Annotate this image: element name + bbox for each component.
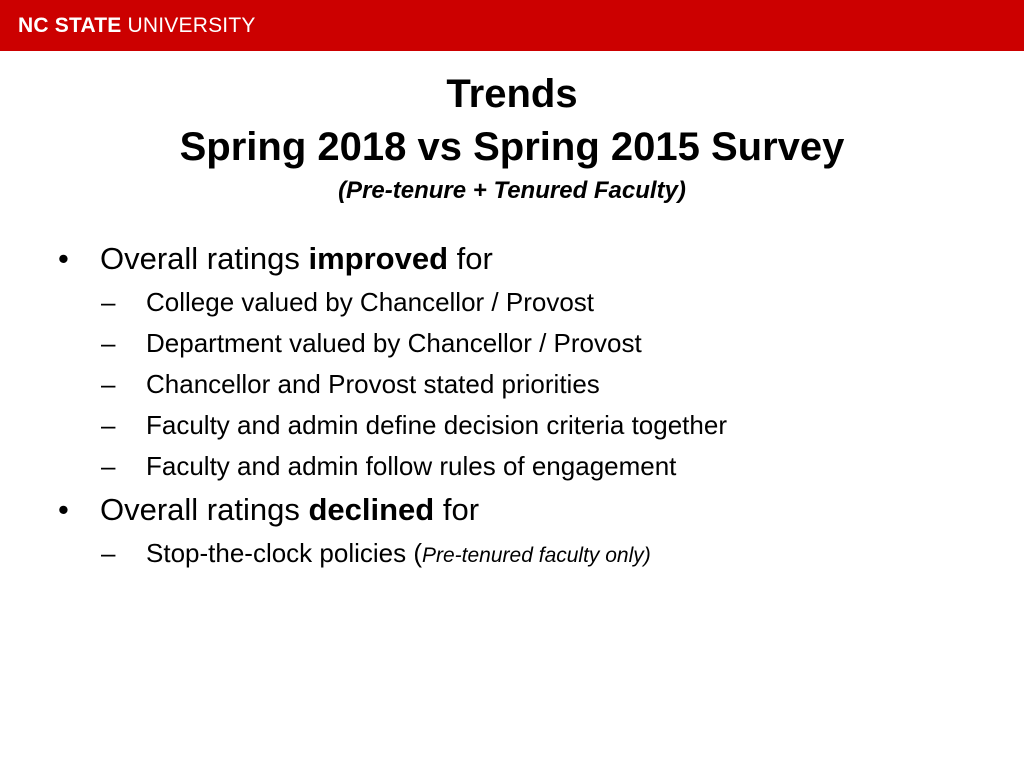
sub-item: – Faculty and admin define decision crit… <box>101 405 998 446</box>
bullet-emphasis: declined <box>308 492 435 527</box>
title-line-2: Spring 2018 vs Spring 2015 Survey <box>179 125 845 169</box>
dash-marker: – <box>101 538 116 568</box>
sub-list-declined: – Stop-the-clock policies (Pre-tenured f… <box>100 533 998 576</box>
header-banner: NC STATE UNIVERSITY <box>0 0 1024 51</box>
sub-item: – Faculty and admin follow rules of enga… <box>101 446 998 487</box>
sub-item-text: Stop-the-clock policies ( <box>146 538 422 568</box>
bullet-prefix: Overall ratings <box>100 241 309 276</box>
dash-marker: – <box>101 287 116 317</box>
logo-text-strong: NC STATE <box>18 14 122 37</box>
title-subtitle: (Pre-tenure + Tenured Faculty) <box>338 177 686 204</box>
sub-item-text: Faculty and admin follow rules of engage… <box>146 451 677 481</box>
sub-list-improved: – College valued by Chancellor / Provost… <box>100 282 998 487</box>
logo-text-light: UNIVERSITY <box>127 14 256 37</box>
bullet-suffix: for <box>448 241 493 276</box>
sub-item: – Chancellor and Provost stated prioriti… <box>101 364 998 405</box>
title-line-1: Trends <box>446 72 578 116</box>
dash-marker: – <box>101 451 116 481</box>
sub-item: – Stop-the-clock policies (Pre-tenured f… <box>101 533 998 576</box>
sub-item-text: College valued by Chancellor / Provost <box>146 287 595 317</box>
bullet-suffix: for <box>434 492 480 527</box>
dash-marker: – <box>101 369 116 399</box>
bullet-marker: • <box>58 241 69 276</box>
bullet-declined: • Overall ratings declined for – Stop-th… <box>58 487 998 576</box>
sub-item-text: Chancellor and Provost stated priorities <box>146 369 600 399</box>
sub-item-note: Pre-tenured faculty only) <box>422 544 651 567</box>
sub-item: – Department valued by Chancellor / Prov… <box>101 323 998 364</box>
dash-marker: – <box>101 410 116 440</box>
bullet-prefix: Overall ratings <box>100 492 309 527</box>
slide-title: Trends Spring 2018 vs Spring 2015 Survey… <box>0 68 1024 206</box>
sub-item: – College valued by Chancellor / Provost <box>101 282 998 323</box>
dash-marker: – <box>101 328 116 358</box>
bullet-list: • Overall ratings improved for – College… <box>58 236 998 576</box>
university-logo: NC STATE UNIVERSITY <box>18 14 256 38</box>
bullet-marker: • <box>58 492 69 527</box>
sub-item-text: Department valued by Chancellor / Provos… <box>146 328 642 358</box>
bullet-improved: • Overall ratings improved for – College… <box>58 236 998 487</box>
sub-item-text: Faculty and admin define decision criter… <box>146 410 727 440</box>
bullet-emphasis: improved <box>308 241 448 276</box>
